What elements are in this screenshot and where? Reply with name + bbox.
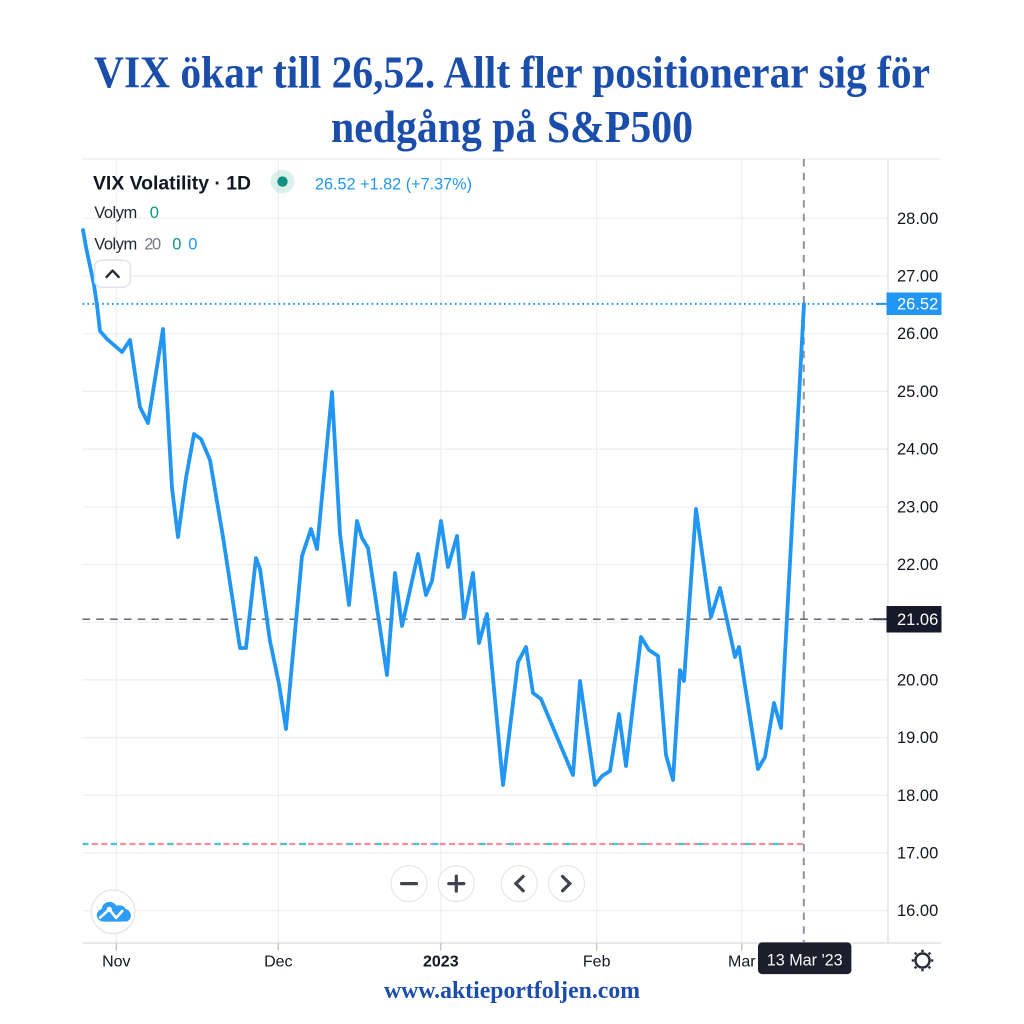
svg-text:www.aktieportfoljen.com: www.aktieportfoljen.com (384, 978, 640, 1004)
svg-text:26.52 +1.82 (+7.37%): 26.52 +1.82 (+7.37%) (315, 175, 472, 194)
svg-text:26.00: 26.00 (897, 325, 938, 343)
svg-text:19.00: 19.00 (897, 729, 938, 747)
svg-text:28.00: 28.00 (897, 210, 938, 228)
svg-text:Nov: Nov (102, 954, 130, 971)
svg-text:0: 0 (188, 236, 197, 254)
svg-text:0: 0 (172, 236, 181, 254)
svg-text:VIX Volatility · 1D: VIX Volatility · 1D (93, 174, 251, 195)
svg-text:26.52: 26.52 (897, 296, 938, 314)
svg-text:Mar: Mar (728, 954, 756, 971)
svg-text:Feb: Feb (583, 954, 611, 971)
svg-text:17.00: 17.00 (897, 845, 938, 863)
svg-text:21.06: 21.06 (897, 611, 938, 629)
svg-text:23.00: 23.00 (897, 498, 938, 516)
svg-text:18.00: 18.00 (897, 787, 938, 805)
svg-text:13 Mar '23: 13 Mar '23 (767, 952, 843, 970)
svg-text:20: 20 (144, 236, 161, 254)
svg-text:Volym: Volym (94, 236, 137, 254)
svg-text:20.00: 20.00 (897, 671, 938, 689)
svg-text:0: 0 (150, 204, 159, 222)
svg-text:nedgång på S&P500: nedgång på S&P500 (331, 102, 693, 152)
svg-text:25.00: 25.00 (897, 383, 938, 401)
svg-text:2023: 2023 (423, 954, 459, 971)
svg-text:Volym: Volym (94, 204, 137, 222)
svg-text:Dec: Dec (264, 954, 292, 971)
svg-text:24.00: 24.00 (897, 441, 938, 459)
svg-text:VIX ökar till 26,52. Allt fler: VIX ökar till 26,52. Allt fler positione… (94, 48, 930, 98)
svg-text:16.00: 16.00 (897, 902, 938, 920)
svg-text:22.00: 22.00 (897, 556, 938, 574)
svg-text:27.00: 27.00 (897, 268, 938, 286)
